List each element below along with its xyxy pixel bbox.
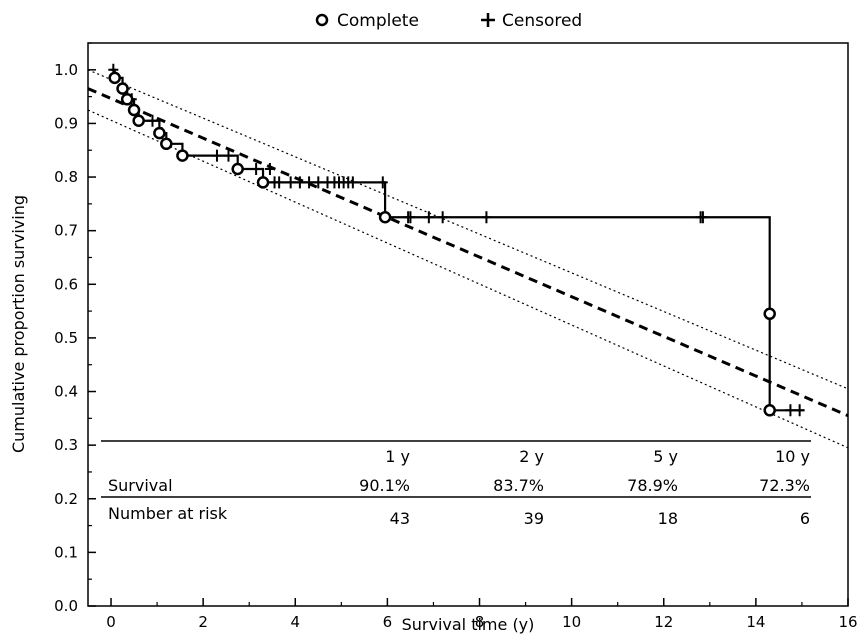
table-col-header: 2 y bbox=[519, 447, 544, 466]
table-cell: 78.9% bbox=[627, 476, 678, 495]
plot-frame bbox=[87, 42, 849, 607]
censor-marker bbox=[274, 176, 285, 189]
x-tick-label: 6 bbox=[383, 613, 393, 631]
table-col-header: 10 y bbox=[775, 447, 810, 466]
censor-marker bbox=[285, 176, 296, 189]
y-tick-label: 0.0 bbox=[54, 597, 78, 615]
censor-marker bbox=[423, 211, 434, 224]
y-tick-label: 0.8 bbox=[54, 168, 78, 186]
table-cell: 18 bbox=[658, 509, 678, 528]
y-tick-label: 0.7 bbox=[54, 222, 78, 240]
event-marker bbox=[378, 211, 392, 224]
censor-marker bbox=[785, 404, 796, 417]
x-tick-label: 12 bbox=[654, 613, 673, 631]
legend: Complete Censored bbox=[315, 11, 582, 31]
censor-marker bbox=[437, 211, 448, 224]
y-tick-label: 0.2 bbox=[54, 490, 78, 508]
event-marker bbox=[160, 137, 173, 151]
legend-censored-label: Censored bbox=[502, 11, 582, 31]
trend-lines bbox=[87, 69, 849, 449]
table-row-label-survival: Survival bbox=[108, 476, 173, 495]
censor-marker bbox=[405, 211, 416, 224]
y-axis: 0.0 0.1 0.2 0.3 0.4 0.5 0.6 0.7 0.8 0.9 1.0 bbox=[54, 42, 96, 615]
event-marker bbox=[153, 126, 166, 140]
y-axis-title: Cumulative proportion surviving bbox=[9, 195, 28, 453]
y-tick-label: 0.6 bbox=[54, 275, 78, 293]
censor-marker bbox=[313, 176, 324, 189]
censor-marker bbox=[147, 114, 158, 127]
censor-marker bbox=[264, 163, 275, 176]
legend-censored-marker bbox=[481, 13, 495, 27]
table-cell: 72.3% bbox=[759, 476, 810, 495]
censor-marker bbox=[251, 163, 262, 176]
censor-marker bbox=[304, 176, 315, 189]
x-tick-label: 16 bbox=[838, 613, 857, 631]
event-marker bbox=[231, 162, 244, 176]
x-tick-label: 4 bbox=[290, 613, 300, 631]
table-row-label-at-risk: Number at risk bbox=[108, 504, 228, 523]
confidence-lower-line bbox=[87, 109, 849, 449]
x-tick-label: 14 bbox=[746, 613, 765, 631]
legend-complete-marker bbox=[315, 13, 329, 27]
x-tick-label: 8 bbox=[475, 613, 485, 631]
y-tick-label: 0.9 bbox=[54, 114, 78, 132]
survival-step-line bbox=[111, 68, 805, 412]
table-col-header: 1 y bbox=[385, 447, 410, 466]
table-cell: 83.7% bbox=[493, 476, 544, 495]
event-marker bbox=[763, 307, 776, 321]
table-cell: 90.1% bbox=[359, 476, 410, 495]
table-cell: 43 bbox=[390, 509, 410, 528]
y-tick-label: 0.3 bbox=[54, 436, 78, 454]
censor-marker bbox=[347, 176, 358, 189]
y-tick-label: 0.5 bbox=[54, 329, 78, 347]
y-tick-label: 0.4 bbox=[54, 383, 78, 401]
event-marker bbox=[108, 71, 121, 85]
y-tick-label: 0.1 bbox=[54, 543, 78, 561]
table-cell: 6 bbox=[800, 509, 810, 528]
censor-marker bbox=[481, 211, 492, 224]
legend-complete-label: Complete bbox=[337, 11, 419, 31]
x-axis-title: Survival time (y) bbox=[402, 615, 535, 634]
survival-curve bbox=[111, 68, 805, 412]
confidence-upper-line bbox=[87, 69, 849, 390]
inset-table: 1 y 2 y 5 y 10 y Survival 90.1% 83.7% 78… bbox=[101, 440, 811, 528]
y-tick-label: 1.0 bbox=[54, 61, 78, 79]
event-marker bbox=[132, 114, 145, 127]
censor-marker bbox=[377, 176, 388, 189]
event-marker bbox=[256, 176, 270, 189]
event-marker bbox=[127, 103, 141, 117]
censor-marker bbox=[211, 149, 222, 162]
x-tick-label: 2 bbox=[198, 613, 208, 631]
censor-marks bbox=[108, 63, 805, 417]
table-cell: 39 bbox=[524, 509, 544, 528]
event-marks bbox=[108, 71, 776, 417]
x-tick-label: 10 bbox=[562, 613, 581, 631]
censor-marker bbox=[294, 176, 305, 189]
x-axis: 0 2 4 6 8 10 12 14 16 bbox=[106, 598, 858, 631]
regression-line bbox=[87, 87, 849, 418]
event-marker bbox=[120, 93, 134, 106]
censor-marker bbox=[697, 211, 708, 224]
censor-marker bbox=[794, 404, 805, 417]
x-tick-label: 0 bbox=[106, 613, 116, 631]
event-marker bbox=[176, 149, 189, 162]
table-col-header: 5 y bbox=[653, 447, 678, 466]
event-marker bbox=[116, 82, 129, 95]
censor-marker bbox=[223, 149, 234, 162]
event-marker bbox=[763, 404, 776, 417]
